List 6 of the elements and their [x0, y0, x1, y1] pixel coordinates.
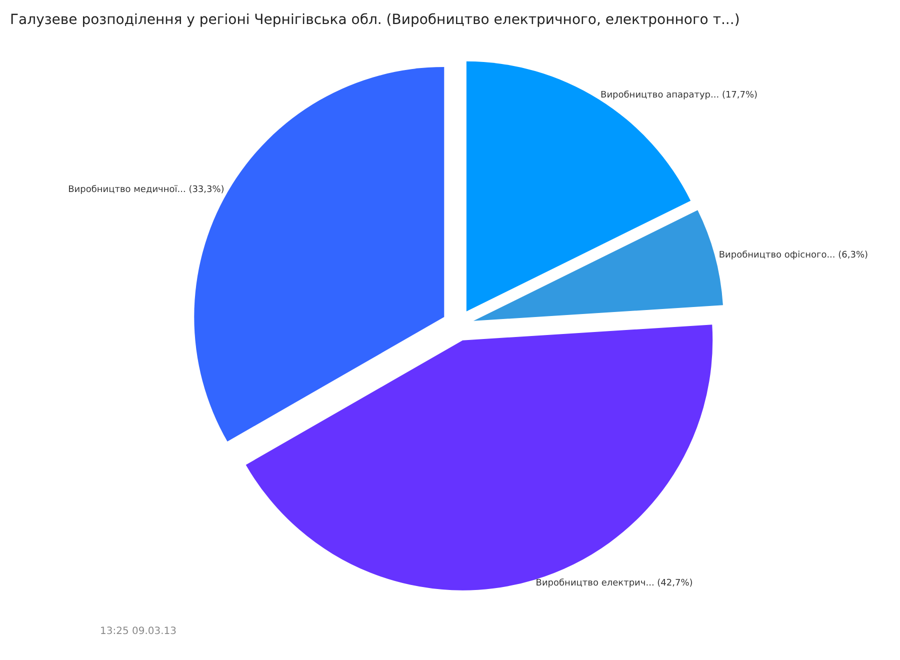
slice-label: Виробництво медичної... (33,3%): [68, 184, 224, 195]
slice-label: Виробництво офісного... (6,3%): [718, 250, 868, 260]
chart-title: Галузеве розподілення у регіоні Чернігівська обл. (Виробництво електричного, електронного т...): [10, 12, 740, 28]
slice-label: Виробництво електрич... (42,7%): [536, 578, 693, 589]
slice-label: Виробництво апаратур... (17,7%): [600, 90, 758, 101]
text: 13:25 09.03.13: [100, 626, 177, 637]
